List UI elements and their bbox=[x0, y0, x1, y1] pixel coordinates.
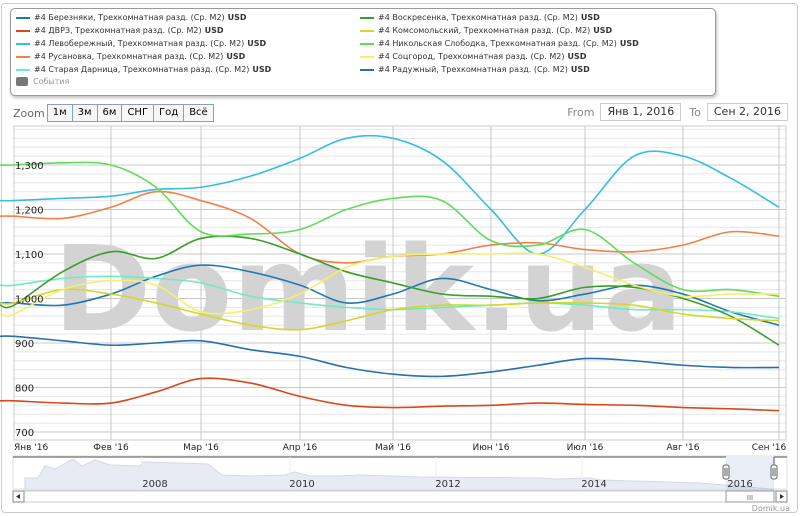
zoom-ytd-button[interactable]: СНГ bbox=[121, 104, 155, 122]
legend-swatch-icon bbox=[360, 29, 374, 32]
legend-unit: USD bbox=[580, 13, 600, 22]
legend-unit: USD bbox=[570, 65, 590, 74]
legend-unit: USD bbox=[204, 26, 224, 35]
date-range: From Янв 1, 2016 To Сен 2, 2016 bbox=[567, 103, 788, 121]
legend-label: #4 Радужный, Трехкомнатная разд. (Ср. М2… bbox=[378, 65, 568, 74]
credit-link[interactable]: Domik.ua bbox=[751, 504, 790, 513]
legend-label: #4 Соцгород, Трехкомнатная разд. (Ср. М2… bbox=[378, 52, 565, 61]
zoom-6m-button[interactable]: 6м bbox=[96, 104, 123, 122]
legend-swatch-icon bbox=[16, 68, 30, 71]
legend-swatch-icon bbox=[16, 29, 30, 32]
zoom-1m-button[interactable]: 1м bbox=[46, 104, 73, 122]
legend-swatch-icon bbox=[360, 16, 374, 19]
legend-swatch-icon bbox=[360, 42, 374, 45]
zoom-1y-button[interactable]: Год bbox=[153, 104, 185, 122]
legend-unit: USD bbox=[593, 26, 613, 35]
legend-swatch-icon bbox=[360, 68, 374, 71]
legend-label: #4 ДВРЗ, Трехкомнатная разд. (Ср. М2) bbox=[34, 26, 202, 35]
to-date-input[interactable]: Сен 2, 2016 bbox=[706, 103, 788, 121]
legend-item[interactable]: #4 Березняки, Трехкомнатная разд. (Ср. М… bbox=[16, 13, 247, 22]
legend-item[interactable]: #4 Воскресенка, Трехкомнатная разд. (Ср.… bbox=[360, 13, 600, 22]
zoom-3m-button[interactable]: 3м bbox=[71, 104, 98, 122]
legend: События #4 Березняки, Трехкомнатная разд… bbox=[10, 8, 716, 96]
legend-events[interactable]: События bbox=[16, 77, 69, 86]
legend-label: #4 Комсомольский, Трехкомнатная разд. (С… bbox=[378, 26, 591, 35]
legend-label: #4 Воскресенка, Трехкомнатная разд. (Ср.… bbox=[378, 13, 578, 22]
legend-swatch-icon bbox=[16, 16, 30, 19]
legend-item[interactable]: #4 ДВРЗ, Трехкомнатная разд. (Ср. М2) USD bbox=[16, 26, 224, 35]
legend-item[interactable]: #4 Соцгород, Трехкомнатная разд. (Ср. М2… bbox=[360, 52, 586, 61]
legend-swatch-icon bbox=[360, 55, 374, 58]
legend-label: #4 Старая Дарница, Трехкомнатная разд. (… bbox=[34, 65, 250, 74]
legend-unit: USD bbox=[247, 39, 267, 48]
legend-item[interactable]: #4 Комсомольский, Трехкомнатная разд. (С… bbox=[360, 26, 612, 35]
legend-swatch-icon bbox=[16, 55, 30, 58]
legend-unit: USD bbox=[567, 52, 587, 61]
zoom-label: Zoom bbox=[13, 106, 45, 120]
legend-item[interactable]: #4 Левобережный, Трехкомнатная разд. (Ср… bbox=[16, 39, 266, 48]
from-date-input[interactable]: Янв 1, 2016 bbox=[600, 103, 682, 121]
zoom-selector: Zoom 1м 3м 6м СНГ Год Всё bbox=[13, 104, 214, 122]
legend-item[interactable]: #4 Никольская Слободка, Трехкомнатная ра… bbox=[360, 39, 639, 48]
legend-unit: USD bbox=[619, 39, 639, 48]
legend-unit: USD bbox=[226, 52, 246, 61]
legend-item[interactable]: #4 Старая Дарница, Трехкомнатная разд. (… bbox=[16, 65, 271, 74]
legend-item[interactable]: #4 Радужный, Трехкомнатная разд. (Ср. М2… bbox=[360, 65, 590, 74]
to-label: To bbox=[689, 105, 701, 119]
events-label: События bbox=[33, 77, 70, 86]
legend-swatch-icon bbox=[16, 42, 30, 45]
from-label: From bbox=[567, 105, 595, 119]
legend-unit: USD bbox=[252, 65, 272, 74]
zoom-all-button[interactable]: Всё bbox=[183, 104, 214, 122]
legend-unit: USD bbox=[227, 13, 247, 22]
legend-item[interactable]: #4 Русановка, Трехкомнатная разд. (Ср. М… bbox=[16, 52, 245, 61]
legend-label: #4 Никольская Слободка, Трехкомнатная ра… bbox=[378, 39, 617, 48]
legend-label: #4 Русановка, Трехкомнатная разд. (Ср. М… bbox=[34, 52, 224, 61]
legend-label: #4 Левобережный, Трехкомнатная разд. (Ср… bbox=[34, 39, 245, 48]
legend-label: #4 Березняки, Трехкомнатная разд. (Ср. М… bbox=[34, 13, 225, 22]
events-swatch-icon bbox=[16, 77, 28, 86]
